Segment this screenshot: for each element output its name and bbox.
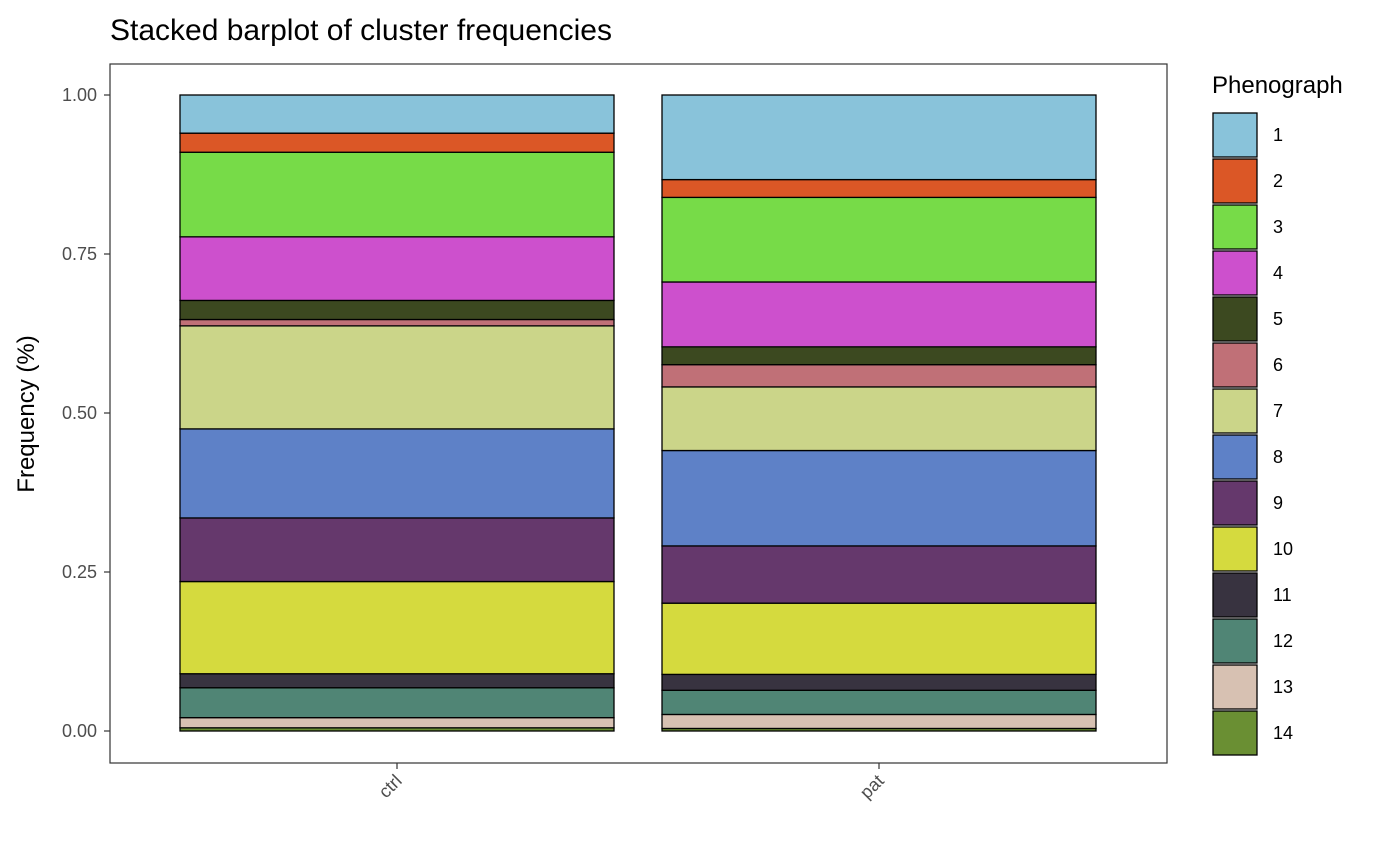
legend-key-14 bbox=[1212, 710, 1258, 756]
y-tick-label: 0.50 bbox=[62, 403, 97, 423]
y-tick-label: 1.00 bbox=[62, 85, 97, 105]
legend-label-8: 8 bbox=[1273, 447, 1283, 467]
bar-segment-pat-2 bbox=[661, 178, 1097, 199]
y-tick-label: 0.75 bbox=[62, 244, 97, 264]
bar-segment-ctrl-4 bbox=[179, 236, 615, 302]
bar-segment-ctrl-13 bbox=[179, 716, 615, 729]
bars-layer bbox=[179, 94, 1097, 732]
bar-segment-ctrl-7 bbox=[179, 325, 615, 430]
legend-label-5: 5 bbox=[1273, 309, 1283, 329]
legend-label-12: 12 bbox=[1273, 631, 1293, 651]
bar-segment-pat-1 bbox=[661, 94, 1097, 181]
legend-label-13: 13 bbox=[1273, 677, 1293, 697]
legend-key-11 bbox=[1212, 572, 1258, 618]
bar-segment-pat-11 bbox=[661, 673, 1097, 691]
bar-segment-ctrl-10 bbox=[179, 580, 615, 675]
bar-segment-ctrl-6 bbox=[179, 318, 615, 327]
bar-segment-ctrl-9 bbox=[179, 517, 615, 583]
legend-key-3 bbox=[1212, 204, 1258, 250]
bar-segment-ctrl-8 bbox=[179, 428, 615, 519]
legend-key-2 bbox=[1212, 158, 1258, 204]
legend-key-13 bbox=[1212, 664, 1258, 710]
y-axis: 0.00 0.25 0.50 0.75 1.00 bbox=[62, 85, 110, 741]
legend-key-12 bbox=[1212, 618, 1258, 664]
legend-key-9 bbox=[1212, 480, 1258, 526]
legend-label-2: 2 bbox=[1273, 171, 1283, 191]
chart-title: Stacked barplot of cluster frequencies bbox=[110, 14, 612, 47]
bar-segment-pat-3 bbox=[661, 196, 1097, 283]
legend-title: Phenograph bbox=[1212, 72, 1343, 99]
y-axis-label: Frequency (%) bbox=[13, 335, 40, 492]
bar-segment-ctrl-12 bbox=[179, 687, 615, 719]
legend-label-14: 14 bbox=[1273, 723, 1293, 743]
bar-segment-ctrl-3 bbox=[179, 151, 615, 238]
bar-segment-ctrl-5 bbox=[179, 299, 615, 321]
legend-key-10 bbox=[1212, 526, 1258, 572]
x-tick-label-pat: pat bbox=[856, 771, 888, 803]
legend-label-10: 10 bbox=[1273, 539, 1293, 559]
legend-label-3: 3 bbox=[1273, 217, 1283, 237]
bar-segment-ctrl-2 bbox=[179, 132, 615, 153]
bar-segment-pat-12 bbox=[661, 689, 1097, 716]
bar-segment-pat-9 bbox=[661, 545, 1097, 604]
bar-segment-ctrl-1 bbox=[179, 94, 615, 134]
legend-key-1 bbox=[1212, 112, 1258, 158]
legend-label-9: 9 bbox=[1273, 493, 1283, 513]
bar-segment-pat-5 bbox=[661, 346, 1097, 366]
bar-segment-pat-10 bbox=[661, 602, 1097, 676]
legend-label-4: 4 bbox=[1273, 263, 1283, 283]
bar-segment-pat-6 bbox=[661, 364, 1097, 388]
y-tick-label: 0.25 bbox=[62, 562, 97, 582]
bar-segment-pat-4 bbox=[661, 281, 1097, 348]
legend-label-7: 7 bbox=[1273, 401, 1283, 421]
x-axis: ctrl pat bbox=[375, 763, 888, 803]
legend-key-8 bbox=[1212, 434, 1258, 480]
legend-key-4 bbox=[1212, 250, 1258, 296]
bar-segment-ctrl-11 bbox=[179, 673, 615, 689]
y-tick-label: 0.00 bbox=[62, 721, 97, 741]
legend-key-5 bbox=[1212, 296, 1258, 342]
legend-label-6: 6 bbox=[1273, 355, 1283, 375]
legend-key-7 bbox=[1212, 388, 1258, 434]
bar-segment-pat-7 bbox=[661, 386, 1097, 452]
legend-key-6 bbox=[1212, 342, 1258, 388]
bar-segment-pat-8 bbox=[661, 449, 1097, 547]
legend-label-1: 1 bbox=[1273, 125, 1283, 145]
legend-label-11: 11 bbox=[1273, 585, 1292, 605]
x-tick-label-ctrl: ctrl bbox=[375, 771, 406, 802]
bar-segment-pat-13 bbox=[661, 713, 1097, 730]
